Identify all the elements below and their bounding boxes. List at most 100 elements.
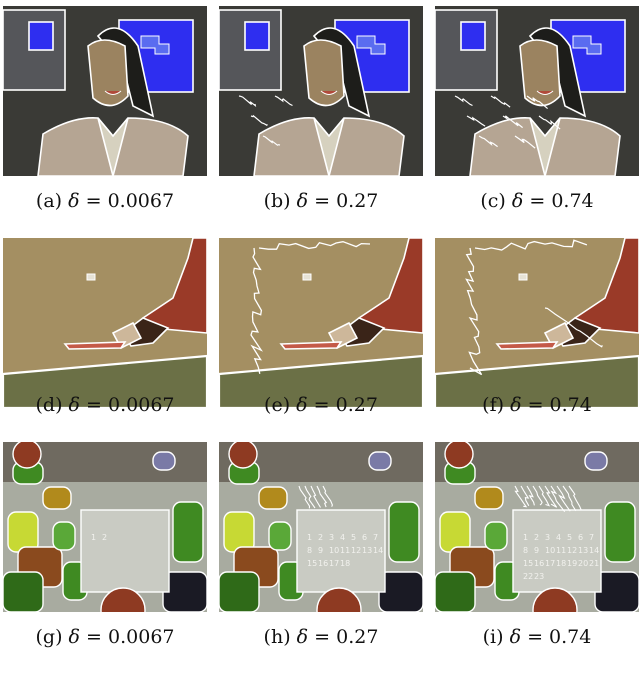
- boundary-line: [238, 95, 257, 108]
- segmentation-image-c: [435, 6, 639, 176]
- caption-i: (i) δ = 0.74: [435, 626, 639, 648]
- equals-sign: =: [527, 626, 543, 648]
- object-region: [279, 341, 343, 350]
- segmentation-image-f: [435, 238, 639, 408]
- boundary-line: [514, 135, 536, 149]
- caption-b: (b) δ = 0.27: [219, 190, 423, 212]
- calendar-region: [80, 509, 170, 593]
- calendar-digit: 21: [589, 559, 599, 568]
- boundary-line: [568, 485, 582, 511]
- calendar-digit: 5: [351, 533, 356, 542]
- boundary-line: [520, 485, 530, 507]
- equals-sign: =: [314, 626, 331, 648]
- calendar-digit: 2: [534, 533, 539, 542]
- segmentation-image-b: [219, 6, 423, 176]
- calendar-digit: 13: [362, 546, 372, 555]
- calendar-digit: 6: [578, 533, 583, 542]
- boundary-line: [538, 485, 551, 507]
- boundary-line: [454, 95, 473, 107]
- mouth-region: [536, 90, 554, 95]
- calendar-digit: 14: [589, 546, 599, 555]
- delta-value: 0.74: [549, 394, 592, 416]
- boundary-line: [262, 135, 281, 146]
- texture-region: [223, 511, 255, 553]
- calendar-digit: 15: [523, 559, 533, 568]
- delta-value: 0.27: [335, 394, 378, 416]
- calendar-digit: 7: [589, 533, 594, 542]
- blue-square-region: [28, 21, 54, 51]
- delta-symbol: δ: [296, 626, 309, 648]
- boundary-line: [250, 247, 264, 374]
- wheel-region: [532, 587, 578, 612]
- caption-label: (f): [482, 394, 505, 416]
- calendar-digit: 17: [329, 559, 339, 568]
- boundary-line: [562, 485, 577, 512]
- arm-region: [141, 238, 207, 334]
- equals-sign: =: [85, 190, 102, 212]
- floor-region: [3, 354, 207, 408]
- mouth-region: [104, 90, 122, 95]
- delta-symbol: δ: [511, 190, 524, 212]
- calendar-digit: 22: [523, 572, 533, 581]
- delta-symbol: δ: [296, 190, 309, 212]
- boundary-line: [532, 485, 543, 506]
- segmentation-image-i: 1 2 3 4 5 6 7 8 9 10 11 12 13 14 15 16 17 18 19 20 21 22 23: [435, 442, 639, 612]
- boundary-line: [274, 95, 293, 107]
- caption-label: (c): [480, 190, 506, 212]
- texture-region: [52, 521, 76, 551]
- boundary-line: [526, 485, 535, 506]
- texture-region: [584, 451, 608, 471]
- subfigure-b: (b) δ = 0.27: [219, 6, 423, 212]
- texture-region: [484, 521, 508, 551]
- boundary-line: [310, 485, 321, 508]
- calendar-digit: 3: [545, 533, 550, 542]
- segmentation-image-a: [3, 6, 207, 176]
- texture-region: [474, 486, 504, 510]
- calendar-digit: 1: [307, 533, 312, 542]
- wheel-region: [12, 442, 42, 469]
- segmentation-svg: [435, 6, 639, 176]
- delta-value: 0.27: [336, 190, 379, 212]
- equals-sign: =: [86, 626, 102, 648]
- delta-symbol: δ: [296, 394, 308, 416]
- delta-symbol: δ: [68, 190, 80, 212]
- calendar-digit: 2: [102, 533, 107, 542]
- blue-square-region: [460, 21, 486, 51]
- boundary-line: [556, 485, 571, 512]
- arm-region: [573, 238, 639, 334]
- calendar-digit: 11: [556, 546, 566, 555]
- equals-sign: =: [86, 394, 102, 416]
- shirt-region: [529, 117, 561, 176]
- caption-label: (i): [482, 626, 504, 648]
- wheel-region: [100, 587, 146, 612]
- small-object-region: [86, 273, 96, 281]
- caption-a: (a) δ = 0.0067: [3, 190, 207, 212]
- calendar-digit: 18: [556, 559, 566, 568]
- calendar-digit: 2: [318, 533, 323, 542]
- delta-symbol: δ: [509, 626, 522, 648]
- texture-region: [152, 451, 176, 471]
- calendar-digit: 15: [307, 559, 317, 568]
- caption-label: (h): [263, 626, 291, 648]
- mouth-region: [320, 90, 338, 95]
- wheel-region: [316, 587, 362, 612]
- boundary-line: [538, 115, 561, 130]
- boundary-line: [258, 241, 371, 250]
- equals-sign: =: [313, 394, 330, 416]
- caption-label: (b): [263, 190, 291, 212]
- segmentation-image-d: [3, 238, 207, 408]
- segmentation-svg: [3, 6, 207, 176]
- texture-region: [42, 486, 72, 510]
- equals-sign: =: [527, 394, 544, 416]
- calendar-digit: 23: [534, 572, 544, 581]
- boundary-line: [526, 95, 548, 110]
- boundary-line: [465, 247, 483, 376]
- calendar-digit: 1: [91, 533, 96, 542]
- calendar-digit: 4: [340, 533, 345, 542]
- shirt-region: [313, 117, 345, 176]
- face-region: [303, 39, 345, 107]
- boundary-line: [514, 485, 528, 508]
